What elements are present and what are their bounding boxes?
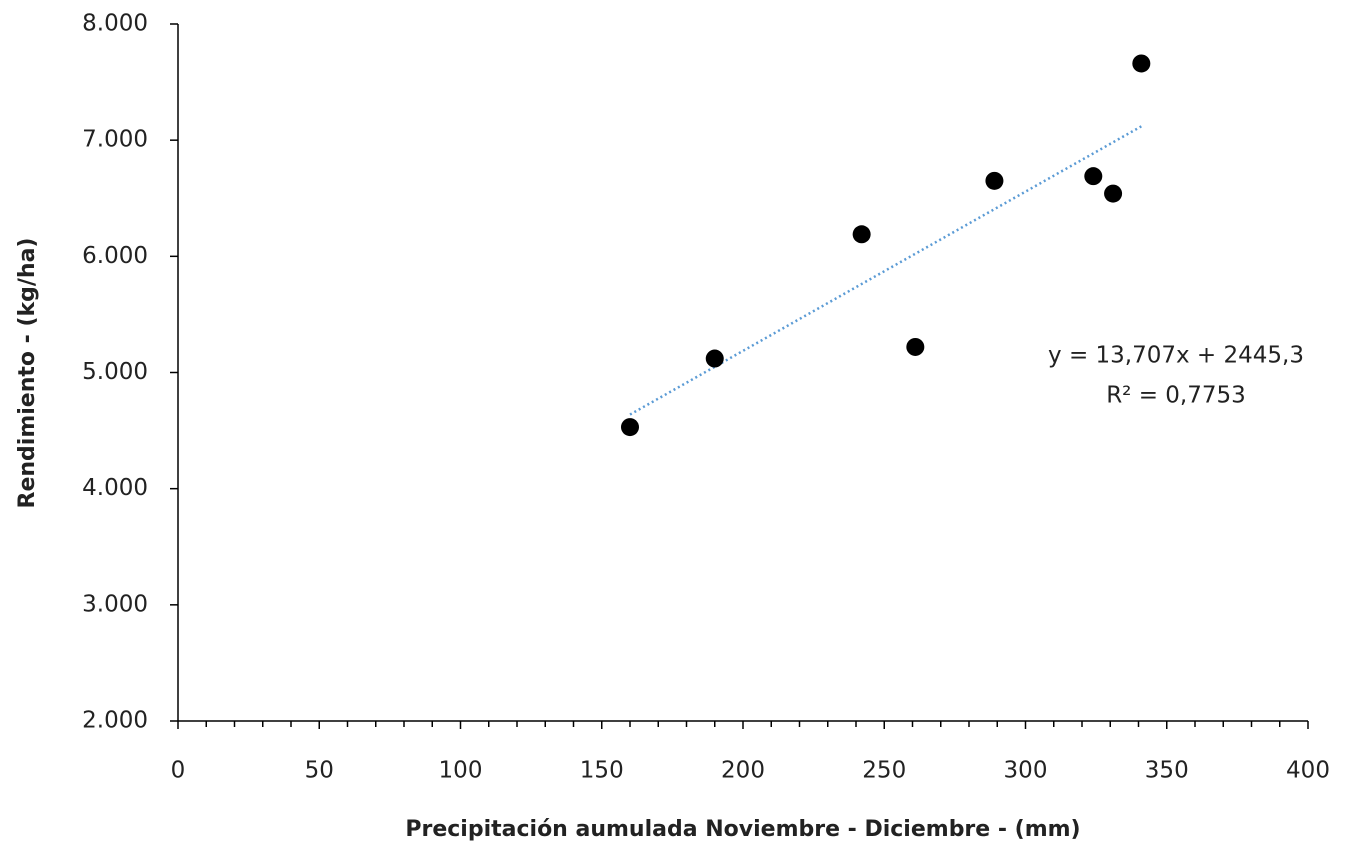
trendline [629, 125, 1142, 416]
data-point [852, 225, 871, 244]
data-point [985, 171, 1004, 190]
data-point [906, 337, 925, 356]
x-tick-label: 100 [439, 758, 483, 784]
data-point [1104, 184, 1123, 203]
r-squared-label: R² = 0,7753 [1106, 383, 1246, 409]
x-tick-label: 150 [580, 758, 624, 784]
y-tick-label: 2.000 [82, 708, 148, 734]
y-tick-label: 4.000 [82, 475, 148, 501]
y-tick-label: 6.000 [82, 243, 148, 269]
y-tick-label: 8.000 [82, 11, 148, 37]
x-tick-label: 350 [1145, 758, 1189, 784]
x-tick-label: 300 [1004, 758, 1048, 784]
equation-label: y = 13,707x + 2445,3 [1048, 343, 1304, 369]
x-tick-label: 250 [862, 758, 906, 784]
x-axis-title: Precipitación aumulada Noviembre - Dicie… [405, 817, 1080, 842]
y-tick-label: 5.000 [82, 359, 148, 385]
x-tick-label: 0 [171, 758, 186, 784]
x-tick-label: 50 [305, 758, 334, 784]
data-point [1084, 167, 1103, 186]
data-point [705, 349, 724, 368]
data-point [1132, 54, 1151, 73]
x-tick-label: 200 [721, 758, 765, 784]
x-tick-label: 400 [1286, 758, 1330, 784]
y-axis-title: Rendimiento - (kg/ha) [15, 238, 40, 509]
data-point [621, 418, 639, 437]
y-tick-label: 7.000 [82, 127, 148, 153]
y-tick-label: 3.000 [82, 591, 148, 617]
